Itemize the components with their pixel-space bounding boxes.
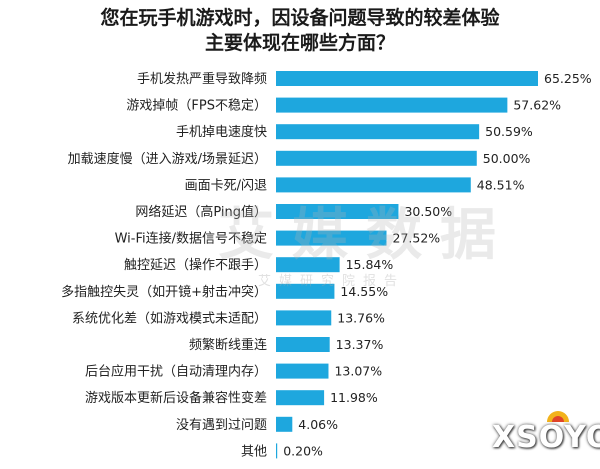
category-label: 游戏掉帧（FPS不稳定） (126, 98, 267, 114)
value-label: 57.62% (513, 98, 561, 113)
bar (276, 390, 325, 406)
bar (276, 124, 480, 140)
bar (276, 310, 332, 326)
value-label: 27.52% (393, 231, 441, 246)
category-label: 网络延迟（高Ping值） (135, 204, 267, 220)
chart-title-line-2: 主要体现在哪些方面？ (204, 32, 395, 54)
category-label: 游戏版本更新后设备兼容性变差 (85, 390, 267, 406)
value-label: 50.59% (485, 124, 533, 139)
value-label: 48.51% (477, 177, 525, 192)
value-label: 50.00% (483, 151, 531, 166)
bar (276, 230, 387, 246)
value-label: 4.06% (298, 417, 338, 432)
value-label: 30.50% (404, 204, 452, 219)
category-label: 后台应用干扰（自动清理内存） (85, 364, 267, 380)
bar (276, 363, 329, 379)
bar (276, 71, 538, 86)
category-label: 系统优化差（如游戏模式未适配） (72, 310, 267, 326)
category-label: 画面卡死/闪退 (185, 178, 267, 193)
bar (276, 150, 477, 166)
category-label: 没有遇到过问题 (176, 418, 267, 433)
bar (276, 97, 508, 113)
value-label: 11.98% (330, 390, 378, 405)
category-label: 多指触控失灵（如开镜+射击冲突） (61, 284, 267, 300)
bar (276, 204, 399, 219)
category-label: 频繁断线重连 (189, 337, 267, 353)
category-label: 触控延迟（操作不跟手） (124, 257, 267, 273)
category-label: Wi-Fi连接/数据信号不稳定 (115, 231, 267, 247)
bar (276, 337, 330, 352)
bar (276, 416, 293, 432)
value-label: 13.37% (336, 337, 384, 352)
bar (276, 177, 471, 193)
value-label: 0.20% (283, 443, 323, 458)
category-label: 手机掉电速度快 (176, 124, 267, 140)
value-label: 13.76% (337, 310, 385, 325)
bar (276, 257, 340, 273)
bar (276, 283, 335, 299)
category-label: 其他 (241, 444, 267, 459)
value-label: 15.84% (346, 257, 394, 272)
brand-sun-icon (547, 411, 569, 422)
category-label: 加载速度慢（进入游戏/场景延迟） (68, 151, 267, 167)
value-label: 14.55% (340, 284, 388, 299)
category-label: 手机发热严重导致降频 (137, 71, 267, 87)
bar (276, 443, 278, 459)
value-label: 13.07% (334, 364, 382, 379)
chart-title-line-1: 您在玩手机游戏时，因设备问题导致的较差体验 (100, 7, 500, 29)
value-label: 65.25% (544, 71, 592, 86)
brand-logo: XSOYO (492, 420, 600, 455)
